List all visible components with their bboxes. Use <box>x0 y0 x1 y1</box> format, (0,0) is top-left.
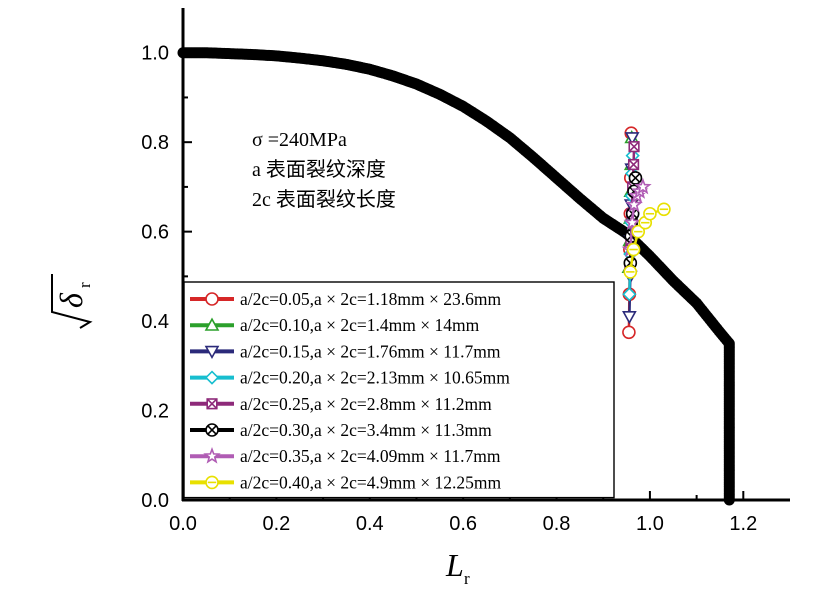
legend-item: a/2c=0.10,a × 2c=1.4mm × 14mm <box>190 315 480 335</box>
annotation: σ =240MPa a 表面裂纹深度 2c 表面裂纹长度 <box>252 129 396 211</box>
legend-label: a/2c=0.15,a × 2c=1.76mm × 11.7mm <box>240 341 501 361</box>
y-tick-label: 1.0 <box>141 43 169 65</box>
series-point <box>622 287 637 302</box>
x-tick-label: 0.0 <box>169 513 197 535</box>
legend-item: a/2c=0.35,a × 2c=4.09mm × 11.7mm <box>190 446 501 466</box>
legend-swatch-marker <box>206 398 218 410</box>
annotation-line-2: a 表面裂纹深度 <box>252 158 386 181</box>
legend-item: a/2c=0.15,a × 2c=1.76mm × 11.7mm <box>190 341 501 361</box>
legend-swatch-marker <box>204 345 220 360</box>
legend-label: a/2c=0.20,a × 2c=2.13mm × 10.65mm <box>240 368 510 388</box>
legend-swatch-marker <box>204 317 220 331</box>
legend-item: a/2c=0.05,a × 2c=1.18mm × 23.6mm <box>190 289 501 309</box>
y-tick-label: 0.8 <box>141 132 169 154</box>
series-point <box>628 141 640 153</box>
x-tick-label: 1.0 <box>636 513 664 535</box>
legend-label: a/2c=0.40,a × 2c=4.9mm × 12.25mm <box>240 472 501 492</box>
x-tick-label: 0.6 <box>449 513 477 535</box>
series-point <box>623 265 638 279</box>
legend-label: a/2c=0.30,a × 2c=3.4mm × 11.3mm <box>240 420 492 440</box>
series-point <box>626 242 641 257</box>
series-point <box>657 202 671 217</box>
series-point <box>628 171 643 185</box>
series-point <box>643 206 657 221</box>
legend-swatch-marker <box>205 292 219 306</box>
series-point <box>631 224 646 239</box>
y-axis-title-group: δ r <box>51 274 94 329</box>
series-point <box>627 158 640 171</box>
series-point <box>634 177 652 195</box>
y-tick-label: 0.6 <box>141 222 169 244</box>
y-tick-label: 0.4 <box>141 311 169 333</box>
annotation-line-3: 2c 表面裂纹长度 <box>252 188 396 211</box>
x-axis-title: L <box>445 547 464 583</box>
legend-label: a/2c=0.05,a × 2c=1.18mm × 23.6mm <box>240 289 501 309</box>
y-tick-label: 0.0 <box>141 490 169 512</box>
legend-item: a/2c=0.20,a × 2c=2.13mm × 10.65mm <box>190 368 510 388</box>
legend-item: a/2c=0.30,a × 2c=3.4mm × 11.3mm <box>190 420 492 440</box>
legend-label: a/2c=0.10,a × 2c=1.4mm × 14mm <box>240 315 480 335</box>
legend-item: a/2c=0.40,a × 2c=4.9mm × 12.25mm <box>190 472 501 492</box>
legend-item: a/2c=0.25,a × 2c=2.8mm × 11.2mm <box>190 394 492 414</box>
legend-swatch-marker <box>204 370 220 385</box>
y-tick-label: 0.2 <box>141 401 169 423</box>
series-point <box>622 311 637 325</box>
series-point <box>624 132 640 146</box>
y-axis-title-subscript: r <box>75 282 94 288</box>
series-point <box>623 213 641 231</box>
y-axis-title: δ <box>53 292 89 308</box>
legend-box <box>183 281 615 499</box>
legend-label: a/2c=0.25,a × 2c=2.8mm × 11.2mm <box>240 394 492 414</box>
y-axis-radical-sign <box>51 274 93 329</box>
x-tick-label: 1.2 <box>729 513 757 535</box>
legend-swatch-marker <box>203 446 221 464</box>
axis-titles: L r δ r <box>51 274 470 588</box>
x-tick-label: 0.2 <box>262 513 290 535</box>
legend-swatch-marker <box>205 423 219 437</box>
annotation-line-1: σ =240MPa <box>252 129 347 151</box>
data-points <box>621 126 671 340</box>
fad-cutoff-marker <box>723 337 735 349</box>
legend-label: a/2c=0.35,a × 2c=4.09mm × 11.7mm <box>240 446 501 466</box>
series-point <box>622 325 636 340</box>
series-point <box>625 195 643 213</box>
axes: 0.0 0.2 0.4 0.6 0.8 1.0 1.2 0.0 0.2 0.4 0.6 0.8 1.0 <box>141 8 790 535</box>
x-tick-label: 0.8 <box>543 513 571 535</box>
legend-swatch-marker <box>205 475 219 490</box>
x-axis-title-subscript: r <box>464 569 470 588</box>
legend: a/2c=0.05,a × 2c=1.18mm × 23.6mm a/2c=0.1… <box>183 281 615 499</box>
x-tick-label: 0.4 <box>356 513 384 535</box>
